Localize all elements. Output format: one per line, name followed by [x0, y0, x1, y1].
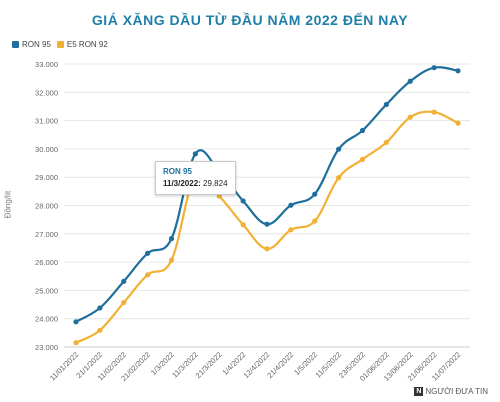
chart-legend: RON 95 E5 RON 92 [12, 40, 108, 49]
data-point[interactable] [168, 257, 175, 263]
data-point[interactable] [407, 78, 413, 84]
data-point[interactable] [145, 250, 151, 256]
data-point[interactable] [121, 299, 127, 306]
data-point[interactable] [312, 218, 318, 224]
data-point[interactable] [359, 127, 366, 134]
data-point[interactable] [168, 236, 175, 242]
data-point[interactable] [312, 191, 318, 197]
legend-swatch-e5ron92 [56, 41, 64, 48]
legend-label-ron95: RON 95 [22, 40, 51, 49]
x-tick-label: 11/01/2022 [48, 350, 81, 383]
legend-swatch-ron95 [12, 41, 19, 48]
y-tick-label: 24.000 [35, 315, 58, 324]
chart-tooltip: RON 95 11/3/2022: 29.824 [155, 161, 236, 195]
y-tick-label: 30.000 [35, 145, 58, 154]
y-tick-label: 23.000 [35, 343, 58, 352]
data-point[interactable] [383, 101, 389, 108]
series-line-0 [75, 66, 459, 323]
tooltip-date: 11/3/2022: [163, 179, 201, 188]
data-point[interactable] [455, 68, 461, 74]
x-tick-label: 21/4/2022 [265, 350, 295, 380]
data-point[interactable] [288, 202, 294, 208]
y-tick-label: 33.000 [35, 60, 58, 69]
tooltip-series-name: RON 95 [163, 167, 192, 176]
data-point[interactable] [97, 305, 103, 311]
data-point[interactable] [240, 222, 246, 228]
data-point[interactable] [407, 114, 413, 120]
legend-item-ron95[interactable]: RON 95 [12, 40, 51, 49]
y-tick-label: 28.000 [35, 202, 58, 211]
data-point[interactable] [145, 272, 151, 278]
data-point[interactable] [336, 175, 342, 181]
series-line-1 [75, 110, 459, 344]
data-point[interactable] [240, 198, 246, 204]
data-point[interactable] [359, 156, 366, 162]
data-point[interactable] [264, 246, 270, 252]
data-point[interactable] [336, 146, 342, 152]
watermark-logo: N [414, 387, 424, 396]
legend-item-e5ron92[interactable]: E5 RON 92 [56, 40, 108, 49]
data-point[interactable] [431, 65, 437, 71]
x-tick-label: 21/3/2022 [194, 350, 224, 380]
y-tick-label: 26.000 [35, 258, 58, 267]
legend-label-e5ron92: E5 RON 92 [66, 40, 108, 49]
data-point[interactable] [383, 139, 389, 145]
y-tick-label: 29.000 [35, 173, 58, 182]
data-point[interactable] [288, 227, 294, 233]
data-point[interactable] [97, 327, 103, 333]
data-point[interactable] [264, 221, 270, 227]
data-point[interactable] [192, 151, 198, 157]
y-tick-label: 27.000 [35, 230, 58, 239]
tooltip-value: 29.824 [203, 179, 228, 188]
data-point[interactable] [73, 319, 79, 325]
data-point[interactable] [121, 278, 127, 284]
data-point[interactable] [455, 120, 461, 126]
watermark-text: NGƯỜI ĐƯA TIN [425, 387, 488, 396]
data-point[interactable] [431, 109, 437, 115]
data-point[interactable] [73, 340, 79, 346]
y-tick-label: 25.000 [35, 286, 58, 295]
chart-title: GIÁ XĂNG DẦU TỪ ĐẦU NĂM 2022 ĐẾN NAY [91, 12, 409, 28]
watermark: N NGƯỜI ĐƯA TIN [414, 387, 488, 396]
y-tick-label: 32.000 [35, 88, 58, 97]
y-tick-label: 31.000 [35, 117, 58, 126]
